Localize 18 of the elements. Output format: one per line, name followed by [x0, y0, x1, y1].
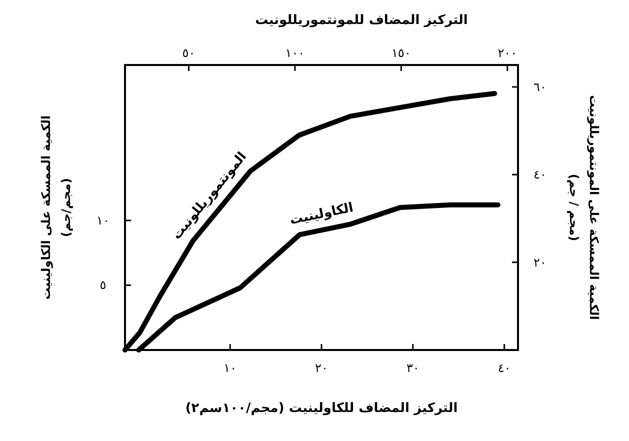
x-axis-title: التركيز المضاف للمونتموريللونيت: [255, 13, 468, 28]
x-tick-label: ٣٠: [406, 361, 420, 375]
x-tick-label: ١٠: [224, 361, 237, 375]
x-tick-label: ٤٠: [498, 361, 511, 375]
x-tick-label: ٥٠: [182, 46, 196, 60]
x-tick-label: ١٠٠: [285, 46, 305, 60]
x-tick-label: ١٥٠: [391, 46, 411, 60]
text: الكاولينيت: [288, 200, 355, 228]
y-tick-label: ٢٠: [534, 255, 546, 270]
x-axis-title: التركيز المضاف للكاولينيت (مجم/١٠٠سم٢): [185, 401, 458, 416]
y-axis-title: الكمية الممسكة على المونتموريللونيت (مجم / جم): [567, 95, 601, 320]
y-axis-title: الكمية الممسكة على الكاولينيت (مجم/جم): [39, 115, 73, 300]
x-tick-label: ٢٠٠: [498, 46, 518, 60]
text: المونتموريللونيت: [169, 150, 250, 243]
x-tick-label: ٢٠: [315, 361, 328, 375]
y-tick-label: ٥: [100, 278, 106, 292]
y-tick-label: ٦٠: [534, 80, 546, 94]
y-tick-label: ٤٠: [534, 168, 546, 182]
